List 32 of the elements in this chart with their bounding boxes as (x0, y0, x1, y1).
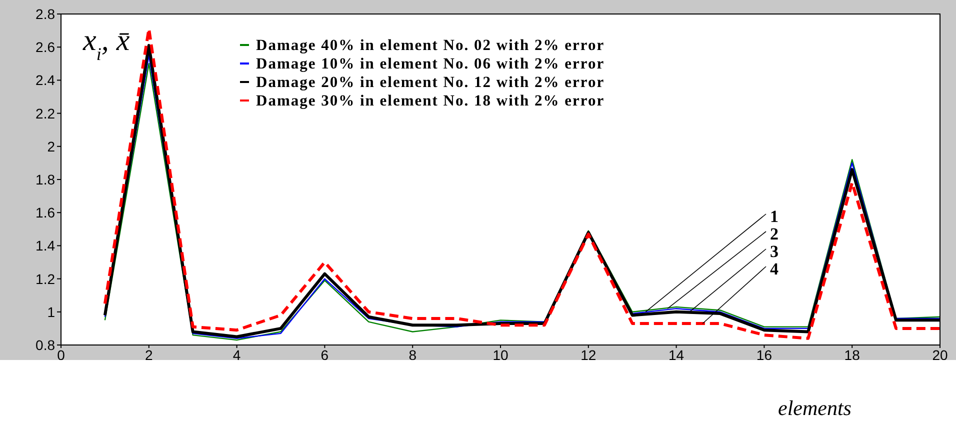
x-tick-label: 6 (320, 346, 329, 363)
x-tick-label: 20 (932, 346, 948, 363)
legend-label: Damage 20% in element No. 12 with 2% error (256, 74, 605, 91)
x-tick-label: 18 (844, 346, 860, 363)
annotation: 4 (770, 260, 779, 278)
x-tick-label: 2 (145, 346, 153, 363)
legend-label: Damage 40% in element No. 02 with 2% error (256, 37, 605, 54)
y-tick-label: 2.8 (36, 6, 56, 22)
y-tick-label: 1.2 (36, 270, 56, 287)
annotation: 3 (770, 242, 778, 261)
legend-label: Damage 10% in element No. 06 with 2% error (256, 56, 605, 72)
y-tick-label: 1 (47, 304, 56, 320)
x-tick-label: 8 (408, 346, 417, 363)
x-tick-label: 16 (756, 346, 772, 363)
x-tick-label: 14 (668, 346, 684, 363)
legend-label: Damage 30% in element No. 18 with 2% error (256, 92, 605, 110)
y-tick-label: 2 (47, 138, 56, 154)
y-tick-label: 2.6 (36, 39, 56, 56)
y-tick-label: 1.4 (36, 238, 56, 254)
annotation: 1 (770, 207, 778, 226)
x-tick-label: 4 (232, 346, 241, 363)
y-axis-title: x$_{i}$, x̄ (82, 24, 130, 64)
y-tick-label: 2.4 (36, 72, 56, 88)
y-tick-label: 1.8 (36, 171, 56, 188)
x-axis-title: elements (778, 396, 852, 421)
x-tick-label: 0 (57, 346, 66, 363)
y-tick-label: 1.6 (36, 204, 56, 221)
y-tick-label: 2.2 (36, 105, 56, 122)
annotation: 2 (770, 224, 778, 244)
x-tick-label: 12 (580, 346, 596, 363)
x-tick-label: 10 (492, 346, 508, 363)
y-tick-label: 0.8 (36, 336, 56, 353)
